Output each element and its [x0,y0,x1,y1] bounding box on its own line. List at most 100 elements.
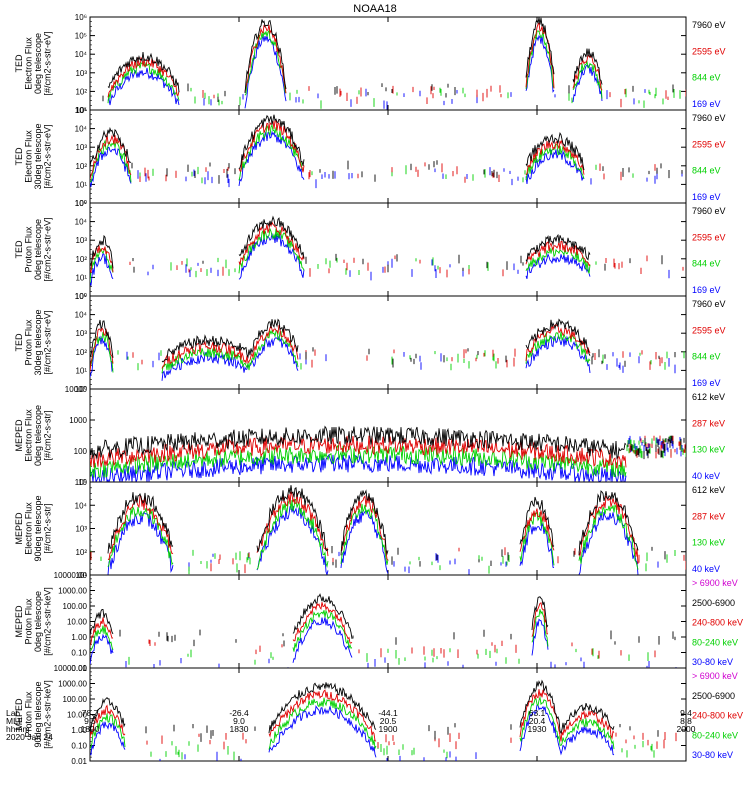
y-tick-label: 10¹ [75,106,87,115]
series-trace [90,497,676,575]
y-tick-label: 10¹ [75,180,87,189]
series-trace [90,425,686,460]
panel-frame [89,109,687,204]
legend-entry: 7960 eV [692,299,726,309]
legend-entry: 240-800 keV [692,618,743,628]
series-trace [107,485,666,568]
series-trace [90,689,677,750]
series-trace [90,617,677,668]
legend-entry: 844 eV [692,352,721,362]
footer-hhmm-value: 2000 [677,724,696,734]
footer-mlt-value: 20.4 [529,716,546,726]
panel-data [90,114,683,189]
y-axis-label-line: Electron Flux [23,130,33,183]
legend-entry: 2595 eV [692,46,726,56]
y-tick-label: 1000 [69,416,87,425]
footer-hhmm-value: 1900 [379,724,398,734]
y-tick-label: 10⁶ [75,13,87,22]
legend-entry: 169 eV [692,99,721,109]
series-trace [90,123,634,184]
y-axis-label-line: [#/cm2-s-str-keV] [42,587,52,656]
y-tick-label: 10² [75,255,87,264]
y-tick-label: 1000.00 [58,587,87,596]
y-tick-label: 10⁴ [75,50,88,59]
legend-entry: 612 keV [692,485,725,495]
footer-hhmm-value: 1930 [528,724,547,734]
legend-entry: 30-80 keV [692,750,733,760]
y-tick-label: 10000 [65,385,88,394]
y-tick-label: 10⁵ [75,199,87,208]
y-tick-label: 10⁴ [75,125,88,134]
y-tick-label: 10¹ [75,571,87,580]
y-tick-label: 1.00 [71,726,87,735]
footer-row-label: Lat [6,708,18,718]
y-tick-label: 10000.00 [54,571,88,580]
y-tick-label: 0.10 [71,742,87,751]
footer-lat-value: -44.1 [378,708,398,718]
y-tick-label: 10³ [75,143,87,152]
y-tick-label: 10 [78,478,87,487]
panel-data [102,17,686,110]
y-tick-label: 10³ [75,525,87,534]
chart-panel-6: 10⁵ 10⁴ 10³ 10² 10¹ MEPEDElectron Flux90deg t… [14,478,725,580]
series-trace [90,679,659,742]
y-tick-label: 10² [75,87,87,96]
series-trace [107,29,681,109]
y-axis-label-line: 0deg telescope [33,405,43,466]
y-axis-label-line: [#/cm2-s-str-eV] [42,31,52,95]
series-trace [90,491,686,574]
y-axis-label: MEPEDElectron Flux0deg telescope[#/cm2-s… [14,405,53,466]
y-tick-label: 10⁰ [75,385,87,394]
y-axis-label-line: [#/cm2-s-str-eV] [42,217,52,281]
panel-data [90,485,686,575]
series-trace [90,695,655,761]
y-axis-label-line: 90deg telescope [33,495,43,561]
y-tick-label: 10¹ [75,366,87,375]
y-tick-label: 10⁴ [75,218,88,227]
series-trace [90,329,685,374]
chart-panel-3: 10⁵ 10⁴ 10³ 10² 10¹ 10⁰ TEDProton Flux0deg tel… [14,199,726,301]
y-tick-label: 10³ [75,329,87,338]
panel-data [90,215,686,286]
legend-entry: 40 keV [692,471,720,481]
y-axis-label-line: TED [14,333,24,352]
legend-entry: 169 eV [692,192,721,202]
series-trace [90,233,670,286]
series-trace [90,215,686,273]
footer-date: 2020 Jan 24 [6,732,53,742]
footer-mlt-value: 20.5 [380,716,397,726]
legend-entry: 2595 eV [692,325,726,335]
legend-entry: > 6900 keV [692,578,738,588]
legend-entry: 7960 eV [692,20,726,30]
y-tick-label: 10¹ [75,273,87,282]
chart-panel-1: 10⁶ 10⁵ 10⁴ 10³ 10² 10¹ TEDElectron Flux0deg t… [14,13,726,115]
chart-panel-5: 10000 1000 100 10 MEPEDElectron Flux0deg tel… [14,385,725,487]
series-trace [102,17,674,102]
y-axis-label-line: Proton Flux [23,226,33,273]
y-tick-label: 10⁵ [75,32,87,41]
y-tick-label: 10⁵ [75,106,87,115]
y-tick-label: 0.01 [71,664,87,673]
y-tick-label: 0.10 [71,649,87,658]
legend-entry: 2500-6900 [692,691,735,701]
series-trace [107,34,646,110]
panel-frame [89,16,687,111]
footer-hhmm-value: 1800 [81,724,100,734]
series-trace [90,601,656,659]
y-axis-label: TEDElectron Flux0deg telescope[#/cm2-s-s… [14,31,53,95]
y-axis-label: TEDElectron Flux30deg telescope[#/cm2-s-… [14,123,53,189]
y-axis-label-line: Electron Flux [23,409,33,462]
y-tick-label: 100.00 [63,695,88,704]
y-axis-label-line: 90deg telescope [33,681,43,747]
panel-frame [89,202,687,297]
legend-entry: 287 keV [692,418,725,428]
series-trace [90,593,676,647]
y-axis-label-line: 30deg telescope [33,309,43,375]
series-trace [90,114,683,184]
footer-mlt-value: 9.5 [84,716,96,726]
y-tick-label: 10⁴ [75,501,88,510]
y-tick-label: 1.00 [71,633,87,642]
series-trace [90,119,656,183]
